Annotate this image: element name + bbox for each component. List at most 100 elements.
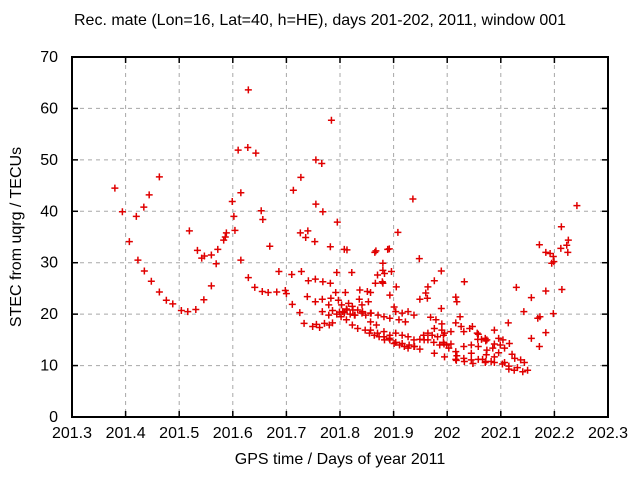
data-point-marker (542, 329, 550, 337)
data-point-marker (244, 86, 252, 94)
data-point-marker (288, 300, 296, 308)
x-tick-label: 202 (434, 425, 461, 442)
data-point-marker (228, 198, 236, 206)
data-point-marker (415, 255, 423, 263)
data-point-marker (252, 149, 260, 157)
data-point-marker (392, 329, 400, 337)
data-point-marker (328, 307, 336, 315)
data-point-marker (416, 345, 424, 353)
data-point-marker (300, 319, 308, 327)
data-point-marker (563, 241, 571, 249)
data-point-marker (432, 316, 440, 324)
data-point-marker (483, 336, 491, 344)
data-point-marker (334, 296, 342, 304)
data-point-marker (327, 294, 335, 302)
data-point-marker (520, 308, 528, 316)
data-point-marker (445, 344, 453, 352)
data-point-marker (257, 207, 265, 215)
data-point-marker (140, 267, 148, 275)
data-point-marker (469, 360, 477, 368)
data-point-marker (400, 343, 408, 351)
data-point-marker (483, 346, 491, 354)
data-point-marker (207, 251, 215, 259)
data-point-marker (311, 275, 319, 283)
data-point-marker (309, 322, 317, 330)
data-point-marker (348, 268, 356, 276)
data-point-marker (231, 226, 239, 234)
data-point-marker (275, 267, 283, 275)
y-tick-label: 20 (40, 306, 58, 323)
data-point-marker (490, 358, 498, 366)
data-point-marker (312, 320, 320, 328)
data-point-marker (359, 308, 367, 316)
data-point-marker (452, 293, 460, 301)
data-point-marker (542, 287, 550, 295)
data-point-marker (390, 339, 398, 347)
data-point-marker (259, 216, 267, 224)
data-point-marker (311, 238, 319, 246)
data-point-marker (297, 267, 305, 275)
data-point-marker (338, 301, 346, 309)
data-point-marker (453, 298, 461, 306)
data-point-marker (244, 274, 252, 282)
x-tick-label: 201.6 (213, 425, 253, 442)
data-point-marker (304, 277, 312, 285)
data-point-marker (380, 270, 388, 278)
data-point-marker (535, 343, 543, 351)
data-point-marker (374, 329, 382, 337)
data-point-marker (474, 343, 482, 351)
data-point-marker (251, 283, 259, 291)
data-point-marker (542, 248, 550, 256)
data-point-marker (318, 159, 326, 167)
data-point-marker (118, 208, 126, 216)
data-point-marker (372, 247, 380, 255)
data-point-marker (363, 288, 371, 296)
data-point-marker (230, 212, 238, 220)
data-point-marker (416, 295, 424, 303)
data-point-marker (237, 189, 245, 197)
data-point-marker (424, 336, 432, 344)
data-point-marker (140, 203, 148, 211)
data-point-marker (430, 325, 438, 333)
data-point-marker (423, 294, 431, 302)
data-point-marker (264, 289, 272, 297)
data-point-marker (527, 334, 535, 342)
data-point-marker (244, 144, 252, 152)
data-point-marker (125, 238, 133, 246)
data-point-marker (474, 330, 482, 338)
data-point-marker (536, 313, 544, 321)
data-point-marker (192, 306, 200, 314)
data-point-marker (320, 319, 328, 327)
data-point-marker (447, 340, 455, 348)
data-point-marker (467, 341, 475, 349)
data-point-marker (289, 186, 297, 194)
data-point-marker (535, 241, 543, 249)
data-point-marker (460, 328, 468, 336)
data-point-marker (504, 319, 512, 327)
data-point-marker (155, 288, 163, 296)
data-point-marker (193, 246, 201, 254)
data-point-marker (319, 278, 327, 286)
data-point-marker (362, 311, 370, 319)
x-tick-label: 201.3 (52, 425, 92, 442)
data-point-marker (564, 248, 572, 256)
data-point-marker (327, 116, 335, 124)
data-point-marker (145, 191, 153, 199)
data-point-marker (398, 309, 406, 317)
data-point-marker (379, 259, 387, 267)
data-point-marker (496, 341, 504, 349)
data-point-marker (473, 329, 481, 337)
data-point-marker (395, 316, 403, 324)
data-point-marker (346, 310, 354, 318)
data-point-marker (437, 304, 445, 312)
x-axis-label: GPS time / Days of year 2011 (234, 451, 446, 468)
x-tick-label: 201.8 (320, 425, 360, 442)
data-point-marker (177, 307, 185, 315)
data-point-marker (380, 313, 388, 321)
data-point-marker (343, 306, 351, 314)
data-point-marker (345, 299, 353, 307)
data-point-marker (573, 202, 581, 210)
data-point-marker (237, 256, 245, 264)
data-point-marker (207, 282, 215, 290)
data-point-marker (304, 227, 312, 235)
